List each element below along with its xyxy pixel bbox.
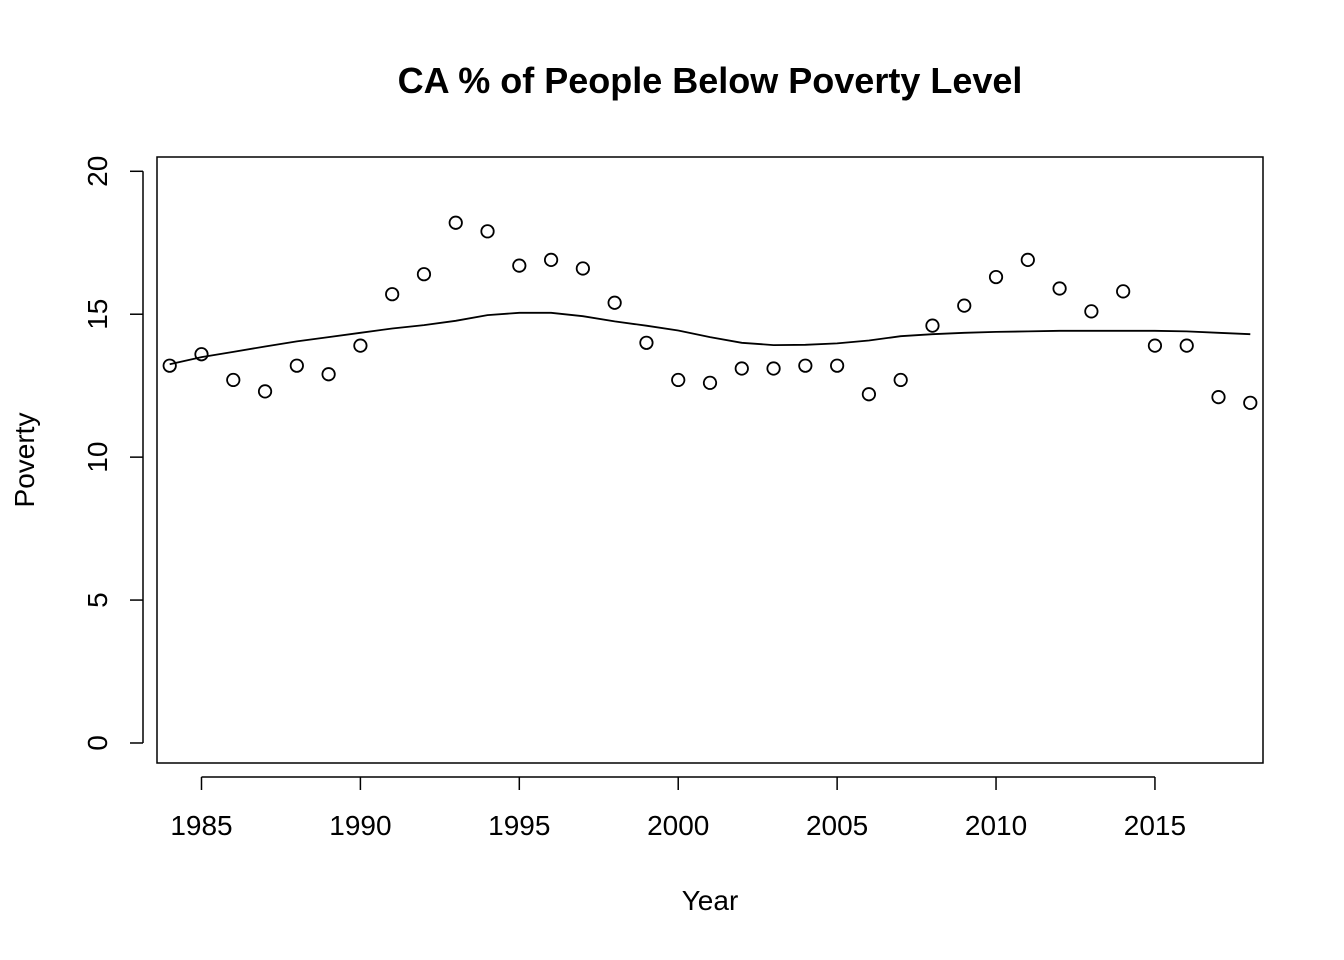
y-tick-label: 5: [82, 592, 113, 608]
data-point: [1147, 338, 1163, 353]
data-point: [289, 358, 304, 373]
data-point: [734, 361, 749, 376]
data-point: [1020, 252, 1035, 268]
data-point: [671, 372, 686, 388]
x-axis: 1985 1990 1995 2000 2005 2010 2015: [170, 776, 1186, 841]
x-axis-label: Year: [682, 885, 739, 916]
y-tick-label: 20: [82, 156, 113, 187]
y-tick-label: 0: [82, 735, 113, 751]
data-point: [702, 375, 718, 390]
data-point: [861, 387, 877, 402]
data-point: [321, 367, 336, 382]
data-point: [1084, 304, 1099, 319]
data-point: [1052, 281, 1067, 296]
data-point: [1116, 284, 1131, 299]
data-point: [448, 215, 463, 230]
data-point: [639, 335, 654, 350]
data-point: [512, 258, 527, 273]
data-point: [893, 372, 908, 388]
x-tick-label: 2000: [647, 810, 709, 841]
data-point: [575, 261, 590, 276]
data-points: [162, 215, 1258, 410]
data-point: [194, 347, 209, 362]
x-tick-label: 2010: [965, 810, 1027, 841]
data-point: [543, 252, 559, 268]
data-point: [416, 267, 432, 282]
chart-title: CA % of People Below Poverty Level: [398, 60, 1023, 101]
x-tick-label: 1985: [170, 810, 232, 841]
data-point: [226, 372, 241, 388]
y-tick-label: 10: [82, 442, 113, 473]
data-point: [1243, 395, 1258, 410]
data-point: [988, 269, 1004, 285]
data-point: [830, 358, 845, 373]
x-tick-label: 2015: [1124, 810, 1186, 841]
data-point: [257, 384, 273, 399]
data-point: [1211, 390, 1226, 405]
data-point: [957, 298, 972, 313]
y-axis: 0 5 10 15 20: [82, 156, 144, 751]
y-tick-label: 15: [82, 299, 113, 330]
x-tick-label: 2005: [806, 810, 868, 841]
data-point: [1179, 338, 1194, 353]
plot-frame: [156, 156, 1264, 764]
data-point: [607, 295, 622, 310]
data-point: [162, 358, 177, 373]
smooth-line: [169, 311, 1251, 366]
data-point: [766, 361, 781, 376]
data-point: [385, 287, 400, 302]
x-tick-label: 1995: [488, 810, 550, 841]
data-point: [480, 224, 495, 239]
y-axis-label: Poverty: [9, 413, 40, 508]
data-point: [925, 318, 940, 333]
data-point: [798, 358, 813, 373]
x-tick-label: 1990: [329, 810, 391, 841]
data-point: [353, 338, 368, 353]
